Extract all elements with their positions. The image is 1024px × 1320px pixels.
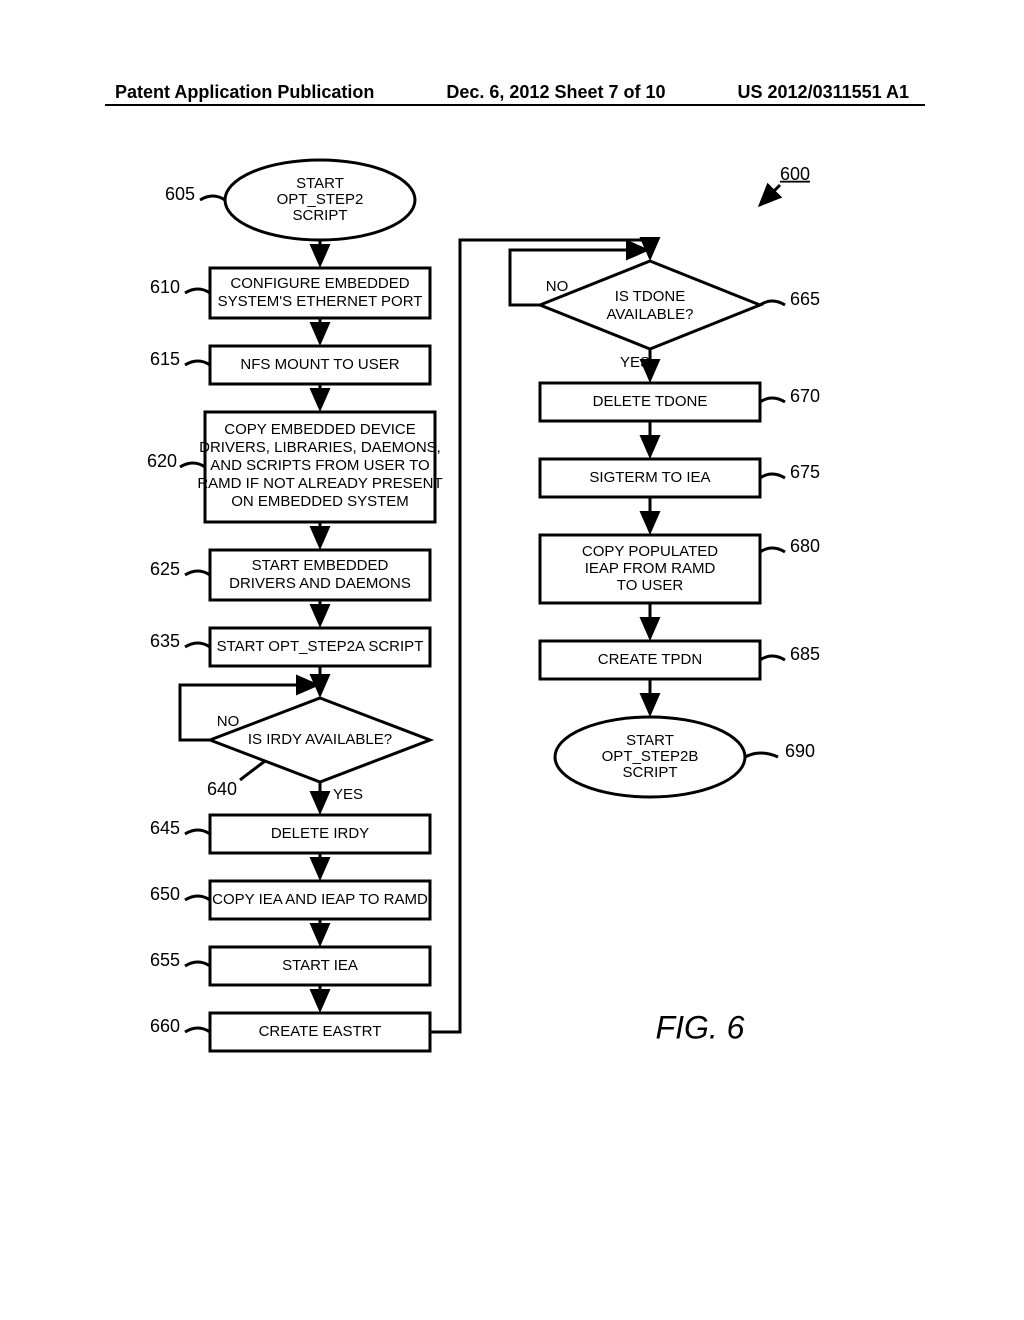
start-line2: OPT_STEP2 bbox=[277, 191, 364, 208]
flowchart: START OPT_STEP2 SCRIPT 605 CONFIGURE EMB… bbox=[0, 0, 1024, 1320]
label-620: 620 bbox=[147, 451, 177, 471]
label-640: 640 bbox=[207, 779, 237, 799]
leader-685 bbox=[760, 656, 785, 660]
b610-l1: CONFIGURE EMBEDDED bbox=[230, 275, 409, 292]
label-675: 675 bbox=[790, 462, 820, 482]
start-line1: START bbox=[296, 175, 344, 192]
leader-670 bbox=[760, 398, 785, 402]
label-655: 655 bbox=[150, 950, 180, 970]
leader-645 bbox=[185, 830, 210, 834]
start-line3: SCRIPT bbox=[292, 207, 347, 224]
page: Patent Application Publication Dec. 6, 2… bbox=[0, 0, 1024, 1320]
label-680: 680 bbox=[790, 536, 820, 556]
label-665: 665 bbox=[790, 289, 820, 309]
b615-l1: NFS MOUNT TO USER bbox=[240, 356, 399, 373]
leader-650 bbox=[185, 896, 210, 900]
b660-l1: CREATE EASTRT bbox=[259, 1023, 382, 1040]
diagram-ref: 600 bbox=[780, 164, 810, 184]
b610-l2: SYSTEM'S ETHERNET PORT bbox=[218, 293, 423, 310]
end-l2: OPT_STEP2B bbox=[602, 748, 699, 765]
branch-yes-665: YES bbox=[620, 354, 650, 371]
leader-610 bbox=[185, 289, 210, 293]
b680-l2: IEAP FROM RAMD bbox=[585, 560, 716, 577]
label-625: 625 bbox=[150, 559, 180, 579]
b670-l1: DELETE TDONE bbox=[593, 393, 708, 410]
label-610: 610 bbox=[150, 277, 180, 297]
leader-600 bbox=[760, 185, 780, 205]
b620-l1: COPY EMBEDDED DEVICE bbox=[224, 421, 415, 438]
label-650: 650 bbox=[150, 884, 180, 904]
d665-l1: IS TDONE bbox=[615, 288, 686, 305]
leader-660 bbox=[185, 1028, 210, 1032]
b635-l1: START OPT_STEP2A SCRIPT bbox=[217, 638, 424, 655]
d640-l1: IS IRDY AVAILABLE? bbox=[248, 731, 392, 748]
d665-l2: AVAILABLE? bbox=[607, 306, 694, 323]
b650-l1: COPY IEA AND IEAP TO RAMD bbox=[212, 891, 428, 908]
label-635: 635 bbox=[150, 631, 180, 651]
leader-615 bbox=[185, 361, 210, 365]
label-660: 660 bbox=[150, 1016, 180, 1036]
figure-label: FIG. 6 bbox=[656, 1009, 745, 1045]
branch-no-640: NO bbox=[217, 713, 240, 730]
label-690: 690 bbox=[785, 741, 815, 761]
label-670: 670 bbox=[790, 386, 820, 406]
b625-l2: DRIVERS AND DAEMONS bbox=[229, 575, 411, 592]
leader-690 bbox=[745, 753, 778, 757]
leader-605 bbox=[200, 196, 225, 200]
branch-no-665: NO bbox=[546, 278, 569, 295]
leader-625 bbox=[185, 571, 210, 575]
b620-l4: RAMD IF NOT ALREADY PRESENT bbox=[197, 475, 442, 492]
branch-yes-640: YES bbox=[333, 786, 363, 803]
label-645: 645 bbox=[150, 818, 180, 838]
leader-640 bbox=[240, 761, 265, 780]
leader-655 bbox=[185, 962, 210, 966]
b620-l2: DRIVERS, LIBRARIES, DAEMONS, bbox=[199, 439, 441, 456]
end-l1: START bbox=[626, 732, 674, 749]
leader-675 bbox=[760, 474, 785, 478]
label-615: 615 bbox=[150, 349, 180, 369]
label-605: 605 bbox=[165, 184, 195, 204]
b645-l1: DELETE IRDY bbox=[271, 825, 369, 842]
leader-665 bbox=[760, 301, 785, 305]
end-l3: SCRIPT bbox=[622, 764, 677, 781]
leader-620 bbox=[180, 463, 205, 467]
b680-l3: TO USER bbox=[617, 577, 684, 594]
b625-l1: START EMBEDDED bbox=[252, 557, 389, 574]
leader-635 bbox=[185, 643, 210, 647]
label-685: 685 bbox=[790, 644, 820, 664]
b675-l1: SIGTERM TO IEA bbox=[589, 469, 710, 486]
connector-660-665 bbox=[430, 240, 650, 1032]
b685-l1: CREATE TPDN bbox=[598, 651, 702, 668]
b680-l1: COPY POPULATED bbox=[582, 543, 718, 560]
b620-l3: AND SCRIPTS FROM USER TO bbox=[210, 457, 429, 474]
b620-l5: ON EMBEDDED SYSTEM bbox=[231, 493, 409, 510]
b655-l1: START IEA bbox=[282, 957, 358, 974]
leader-680 bbox=[760, 548, 785, 552]
